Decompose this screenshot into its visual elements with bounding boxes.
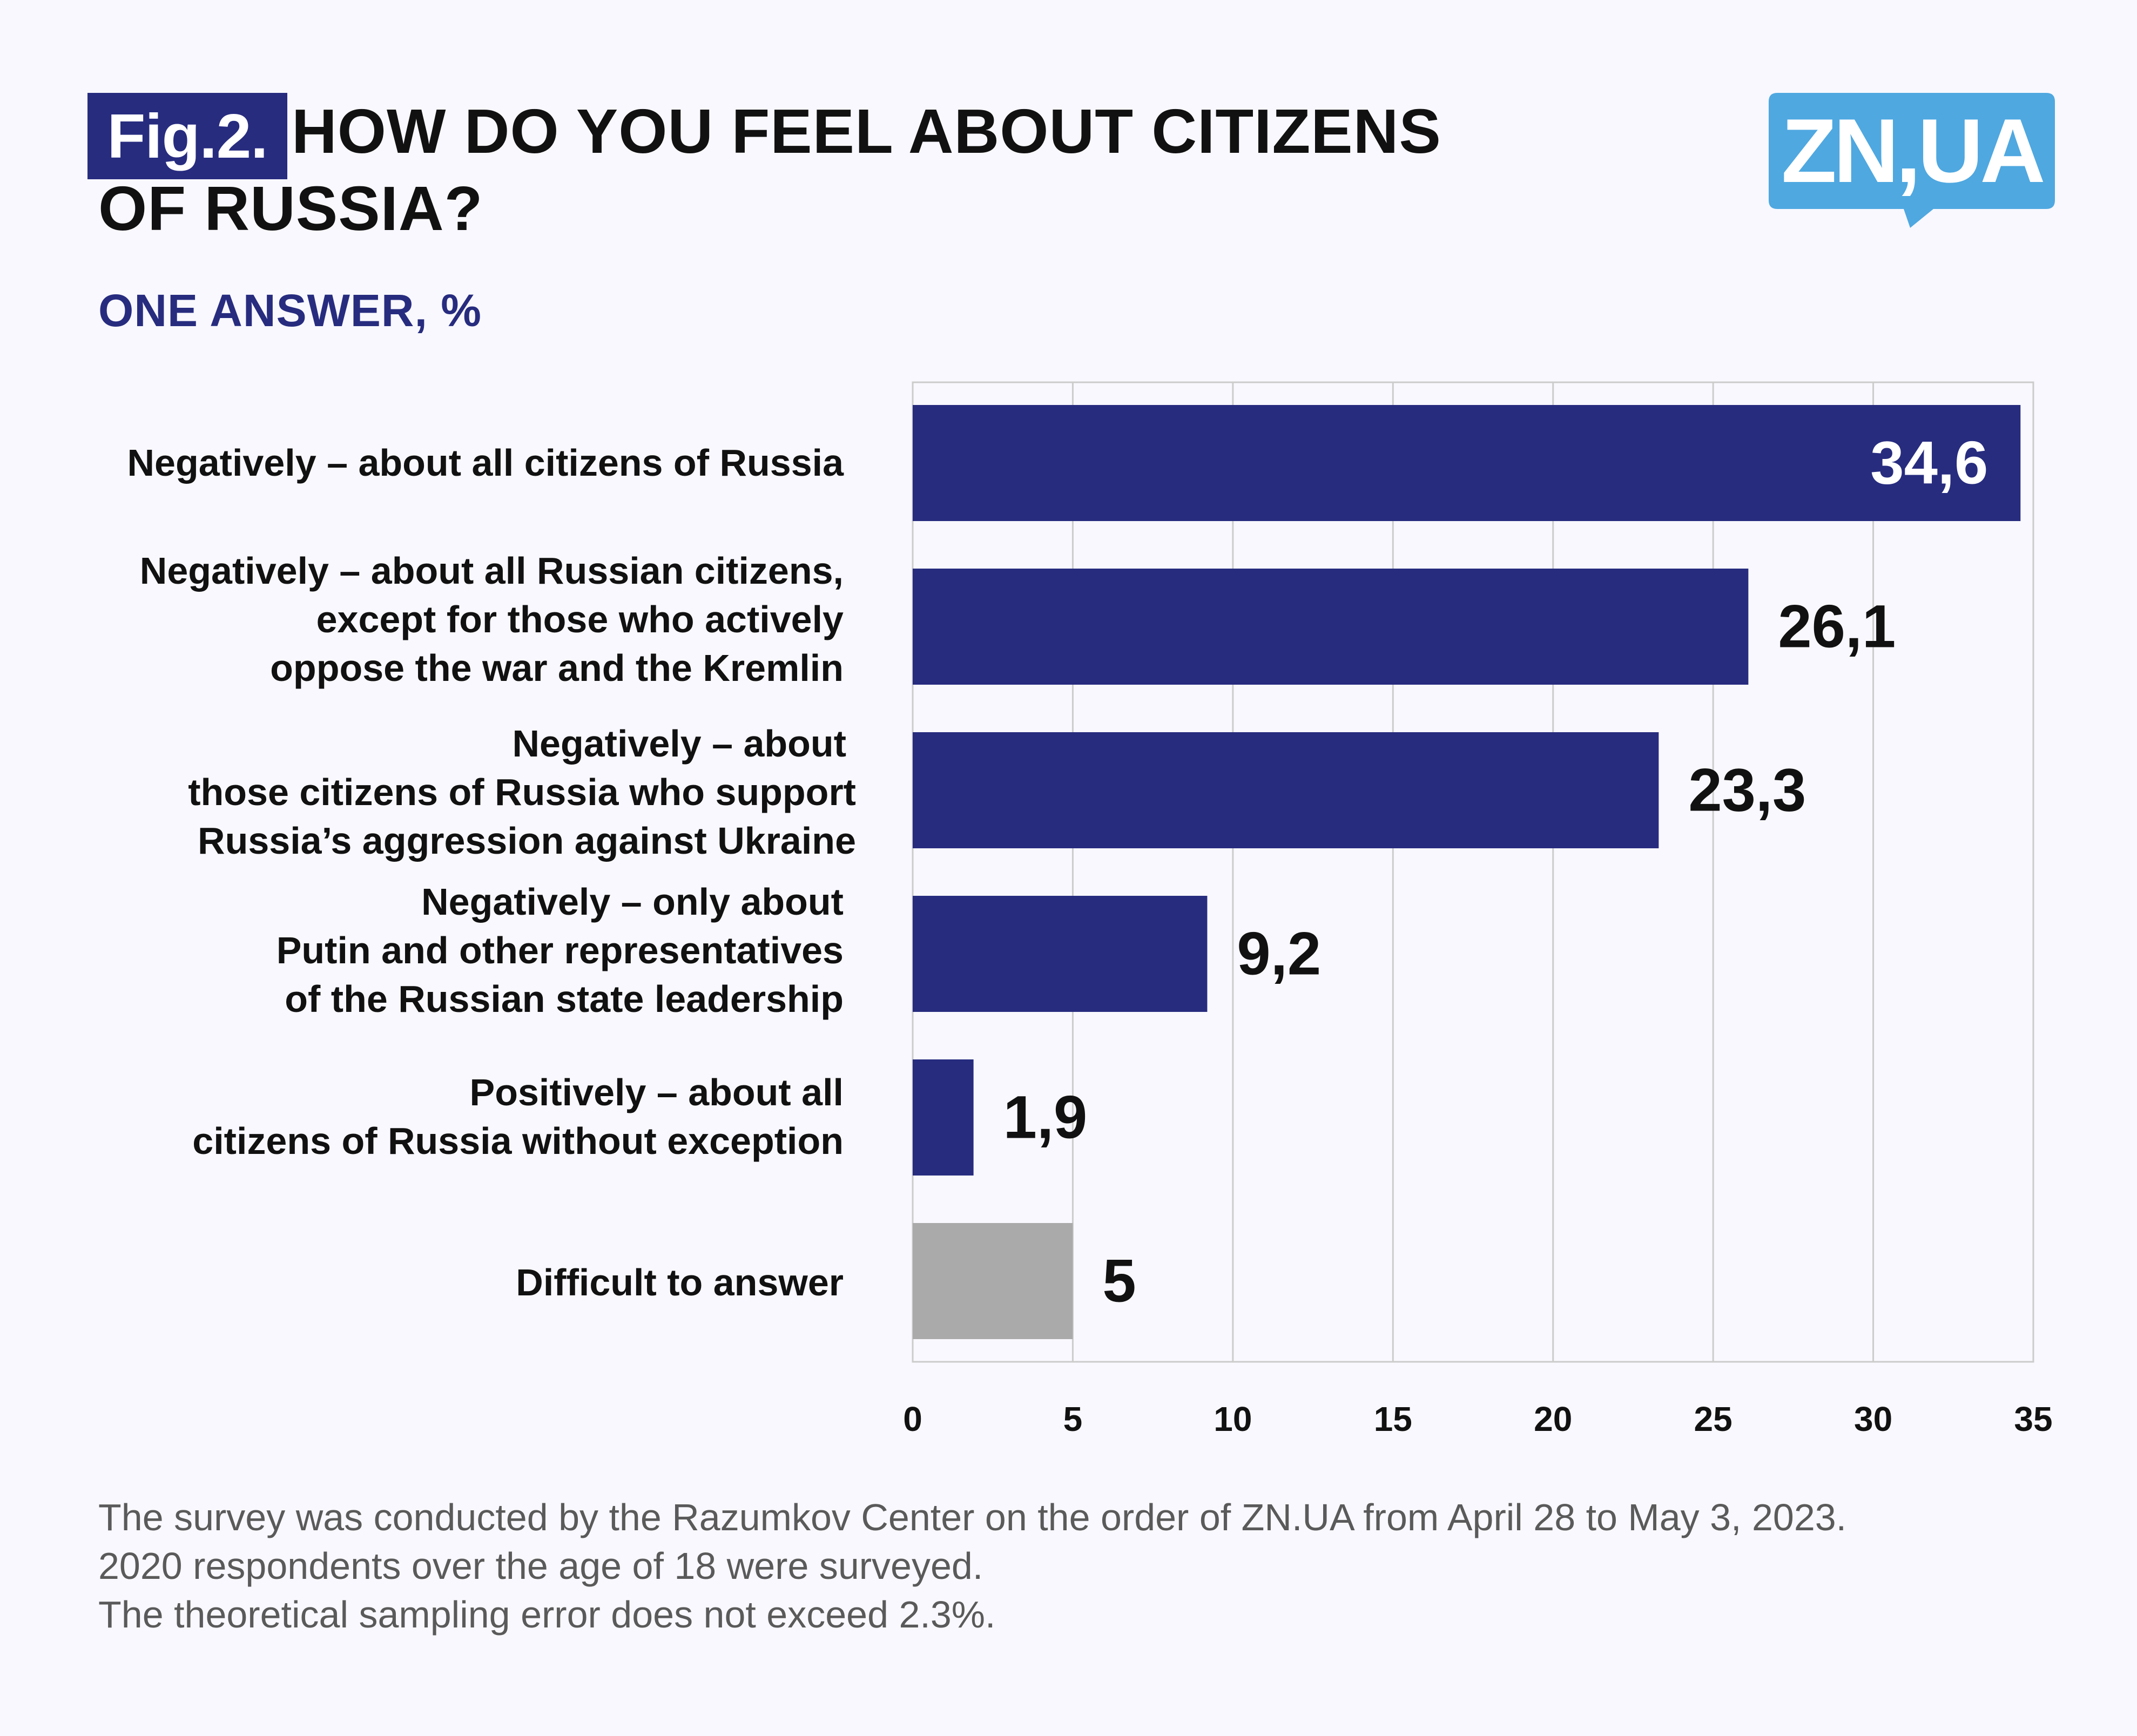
bar-value-label: 1,9 — [1003, 1084, 1088, 1151]
bar-value-label: 5 — [1102, 1247, 1136, 1315]
bar-value-label: 23,3 — [1688, 756, 1806, 824]
bar — [913, 896, 1208, 1012]
chart-title: HOW DO YOU FEEL ABOUT CITIZENS OF RUSSIA… — [98, 96, 1441, 244]
footnote-line: 2020 respondents over the age of 18 were… — [98, 1545, 983, 1587]
category-label: Negatively – about all citizens of Russi… — [127, 442, 844, 484]
bar — [913, 732, 1659, 848]
category-label: Negatively – only about Putin and other … — [276, 881, 844, 1020]
bar — [913, 1223, 1073, 1339]
figure-badge: Fig.2. — [87, 93, 287, 179]
category-label: Negatively – about those citizens of Rus… — [188, 722, 856, 862]
x-tick-label: 25 — [1694, 1400, 1732, 1438]
logo-text: ZN,UA — [1781, 100, 2045, 201]
x-tick-label: 5 — [1063, 1400, 1083, 1438]
x-tick-label: 0 — [903, 1400, 922, 1438]
x-tick-label: 20 — [1534, 1400, 1572, 1438]
bar-value-label: 34,6 — [1870, 429, 1988, 497]
logo-speech-bubble-icon — [1769, 93, 2055, 228]
logo-bubble — [1769, 93, 2055, 228]
chart-subtitle: ONE ANSWER, % — [98, 285, 482, 336]
footnote-line: The survey was conducted by the Razumkov… — [98, 1496, 1847, 1538]
x-tick-label: 15 — [1374, 1400, 1412, 1438]
zn-ua-logo: ZN,UA — [1769, 93, 2055, 228]
bar-value-label: 9,2 — [1237, 920, 1321, 988]
footnote-line: The theoretical sampling error does not … — [98, 1593, 996, 1636]
bar-value-label: 26,1 — [1778, 593, 1896, 660]
x-tick-label: 30 — [1854, 1400, 1892, 1438]
category-label: Negatively – about all Russian citizens,… — [139, 550, 844, 689]
bar — [913, 1059, 974, 1176]
bar — [913, 405, 2021, 521]
category-label: Positively – about all citizens of Russi… — [192, 1071, 844, 1162]
x-tick-label: 10 — [1214, 1400, 1252, 1438]
bar — [913, 569, 1749, 685]
x-tick-label: 35 — [2014, 1400, 2052, 1438]
category-label: Difficult to answer — [516, 1261, 844, 1303]
plot-frame — [912, 381, 2034, 1363]
